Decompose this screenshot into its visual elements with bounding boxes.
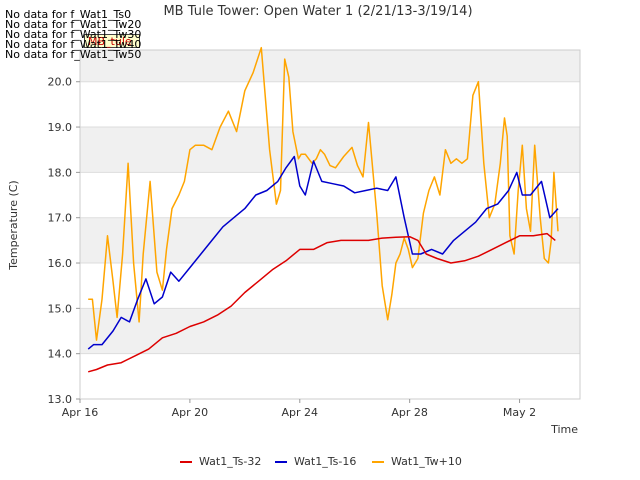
x-tick-label: Apr 28: [391, 406, 428, 419]
y-tick-label: 19.0: [48, 121, 73, 134]
series-line-wat1-ts-16: [87, 155, 559, 350]
x-tick-label: May 2: [503, 406, 536, 419]
series-line-wat1-tw-10: [88, 46, 559, 341]
y-tick-label: 15.0: [48, 302, 73, 315]
no-data-line-2: No data for f_Wat1_Tw20: [5, 18, 142, 31]
grid-band: [80, 50, 580, 82]
no-data-line-5: No data for f_Wat1_Tw50: [5, 48, 142, 61]
site-badge: MB_tule: [84, 34, 140, 48]
x-tick-label: Apr 20: [172, 406, 209, 419]
no-data-line-3: No data for f_Wat1_Tw30: [5, 28, 142, 41]
x-axis-label: Time: [550, 423, 578, 436]
plot-frame: [79, 49, 581, 400]
y-tick-label: 16.0: [48, 257, 73, 270]
series-lines: [87, 46, 559, 373]
y-axis-ticks: 13.0 14.0 15.0 16.0 17.0 18.0 19.0 20.0: [48, 76, 80, 406]
chart-title: MB Tule Tower: Open Water 1 (2/21/13-3/1…: [163, 4, 472, 19]
no-data-line-1: No data for f_Wat1_Ts0: [5, 8, 132, 21]
x-axis-ticks: Apr 16 Apr 20 Apr 24 Apr 28 May 2: [62, 399, 536, 419]
x-tick-label: Apr 16: [62, 406, 99, 419]
no-data-line-4: No data for f_Wat1_Tw40: [5, 38, 142, 51]
legend-label: Wat1_Ts-32: [199, 455, 261, 468]
grid-band: [80, 308, 580, 354]
legend: Wat1_Ts-32 Wat1_Ts-16 Wat1_Tw+10: [180, 455, 462, 468]
grid-bands: [80, 50, 580, 354]
series-line-wat1-ts-32: [87, 232, 556, 373]
grid-band: [80, 217, 580, 264]
x-tick-label: Apr 24: [282, 406, 319, 419]
legend-label: Wat1_Ts-16: [294, 455, 356, 468]
y-tick-label: 17.0: [48, 212, 73, 225]
y-tick-label: 13.0: [48, 393, 73, 406]
y-axis-label: Temperature (C): [7, 180, 20, 270]
y-tick-label: 18.0: [48, 166, 73, 179]
y-tick-label: 20.0: [48, 76, 73, 89]
y-tick-label: 14.0: [48, 348, 73, 361]
legend-label: Wat1_Tw+10: [391, 455, 462, 468]
